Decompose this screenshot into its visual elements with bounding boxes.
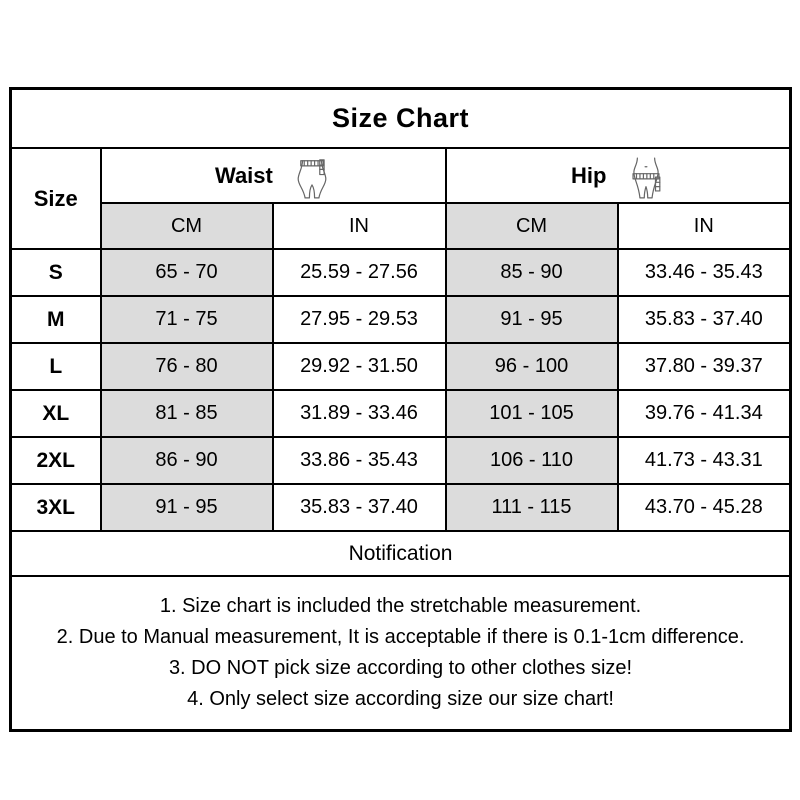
hip-cm-header: CM — [444, 202, 619, 250]
note-line: 3. DO NOT pick size according to other c… — [168, 657, 633, 679]
notes-row: 1. Size chart is included the stretchabl… — [9, 575, 792, 732]
hip-in-header: IN — [616, 202, 792, 250]
waist-in-cell: 25.59 - 27.56 — [271, 248, 447, 297]
hip-in-cell: 41.73 - 43.31 — [616, 436, 792, 485]
size-cell: XL — [9, 389, 102, 438]
hip-group-header: Hip — [444, 147, 792, 204]
waist-cm-cell: 65 - 70 — [99, 248, 274, 297]
waist-cm-cell: 91 - 95 — [99, 483, 274, 532]
hip-cm-cell: 91 - 95 — [444, 295, 619, 344]
hip-in-cell: 33.46 - 35.43 — [616, 248, 792, 297]
table-row: 3XL 91 - 95 35.83 - 37.40 111 - 115 43.7… — [9, 483, 792, 532]
size-column-header: Size — [9, 147, 102, 250]
waist-in-cell: 35.83 - 37.40 — [271, 483, 447, 532]
waist-cm-cell: 86 - 90 — [99, 436, 274, 485]
hip-in-cell: 43.70 - 45.28 — [616, 483, 792, 532]
table-row: M 71 - 75 27.95 - 29.53 91 - 95 35.83 - … — [9, 295, 792, 344]
table-row: XL 81 - 85 31.89 - 33.46 101 - 105 39.76… — [9, 389, 792, 438]
waist-group-header: Waist — [99, 147, 447, 204]
waist-cm-cell: 76 - 80 — [99, 342, 274, 391]
hip-measurement-icon — [632, 157, 660, 198]
hip-cm-cell: 85 - 90 — [444, 248, 619, 297]
note-line: 4. Only select size according size our s… — [187, 688, 614, 710]
waist-in-header: IN — [271, 202, 447, 250]
size-cell: S — [9, 248, 102, 297]
unit-header-row: CM IN CM IN — [11, 202, 792, 250]
hip-cm-cell: 96 - 100 — [444, 342, 619, 391]
hip-in-cell: 37.80 - 39.37 — [616, 342, 792, 391]
size-cell: 2XL — [9, 436, 102, 485]
notification-header: Notification — [9, 530, 792, 577]
table-row: L 76 - 80 29.92 - 31.50 96 - 100 37.80 -… — [9, 342, 792, 391]
size-cell: 3XL — [9, 483, 102, 532]
notes-block: 1. Size chart is included the stretchabl… — [13, 585, 789, 721]
hip-cm-cell: 111 - 115 — [444, 483, 619, 532]
size-cell: L — [9, 342, 102, 391]
waist-measurement-icon — [297, 158, 327, 198]
hip-in-cell: 35.83 - 37.40 — [616, 295, 792, 344]
notification-row: Notification — [9, 530, 792, 577]
note-line: 2. Due to Manual measurement, It is acce… — [56, 626, 745, 648]
title-row: Size Chart — [9, 87, 792, 149]
waist-cm-cell: 71 - 75 — [99, 295, 274, 344]
hip-in-cell: 39.76 - 41.34 — [616, 389, 792, 438]
waist-in-cell: 31.89 - 33.46 — [271, 389, 447, 438]
waist-in-cell: 33.86 - 35.43 — [271, 436, 447, 485]
group-header-row: Size Waist Hip — [9, 147, 792, 250]
size-cell: M — [9, 295, 102, 344]
waist-in-cell: 27.95 - 29.53 — [271, 295, 447, 344]
hip-cm-cell: 106 - 110 — [444, 436, 619, 485]
table-row: 2XL 86 - 90 33.86 - 35.43 106 - 110 41.7… — [9, 436, 792, 485]
waist-header-label: Waist — [215, 162, 273, 188]
hip-cm-cell: 101 - 105 — [444, 389, 619, 438]
hip-header-label: Hip — [570, 162, 607, 188]
note-line: 1. Size chart is included the stretchabl… — [159, 595, 642, 617]
table-row: S 65 - 70 25.59 - 27.56 85 - 90 33.46 - … — [9, 248, 792, 297]
notes-cell: 1. Size chart is included the stretchabl… — [9, 575, 792, 732]
waist-in-cell: 29.92 - 31.50 — [271, 342, 447, 391]
chart-title: Size Chart — [9, 87, 792, 149]
waist-cm-cell: 81 - 85 — [99, 389, 274, 438]
waist-cm-header: CM — [99, 202, 274, 250]
size-chart-table: Size Chart Size Waist Hip — [9, 87, 793, 732]
